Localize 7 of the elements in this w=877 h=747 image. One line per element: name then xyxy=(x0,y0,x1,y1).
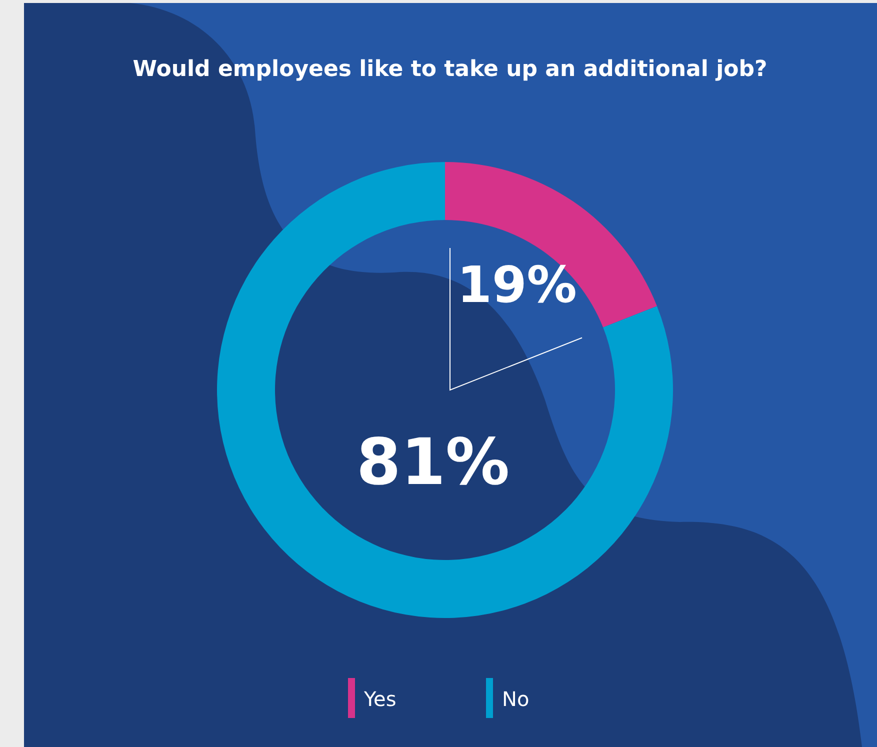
data-label: 81% xyxy=(356,426,510,500)
donut-slice xyxy=(217,162,673,618)
legend-label: No xyxy=(502,687,530,711)
legend-label: Yes xyxy=(363,687,396,711)
data-label: 19% xyxy=(457,256,577,314)
chart-title: Would employees like to take up an additional job? xyxy=(132,57,768,82)
donut-slice xyxy=(445,162,657,328)
